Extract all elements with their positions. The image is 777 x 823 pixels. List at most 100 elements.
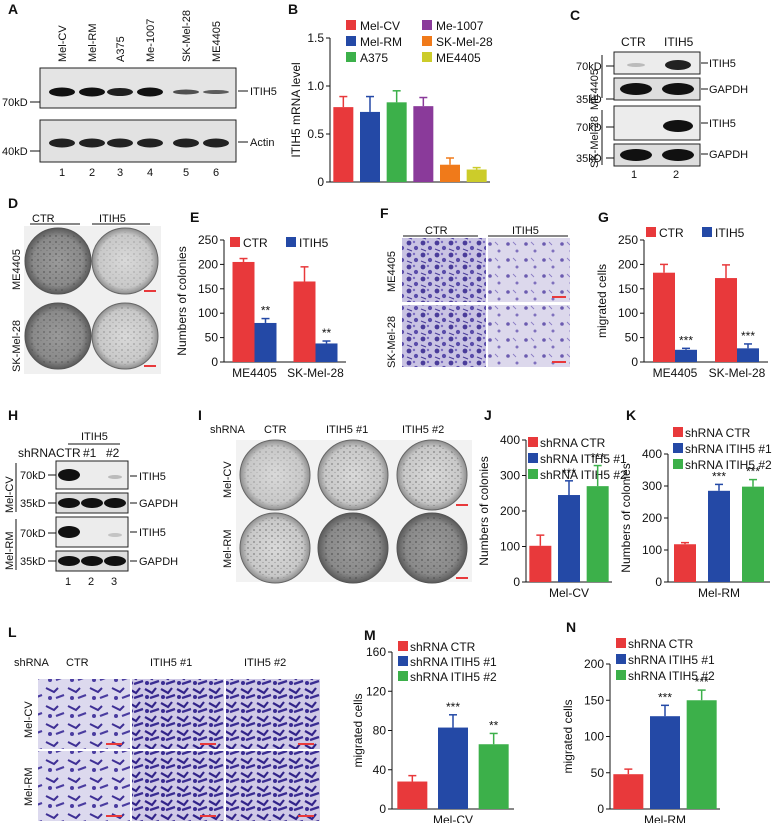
y-axis-label: migrated cells [351,693,365,767]
lane-label-a: A375 [115,36,127,62]
band-itih5-a [137,87,163,97]
chart-k: 0 100 200 300 400 Numbers of colonies Mel-RM sh… [619,426,772,600]
mw-h-4: 35kD [20,556,46,568]
panel-label-g: G [598,209,609,225]
row-label-l-2: Mel-RM [23,768,35,807]
legend-label: shRNA ITIH5 #2 [410,670,497,684]
y-tick-label: 100 [198,306,218,320]
mw-c-4: 35kD [576,153,602,165]
mw-h-1: 70kD [20,470,46,482]
transwell-f-1 [402,238,486,302]
y-tick-label: 200 [584,657,604,671]
bar [529,545,552,582]
bar [386,102,407,182]
panel-k: K 0 100 200 300 400 Numbers of colonies Mel-RM… [619,407,772,600]
y-tick-label: 200 [642,511,662,525]
bar [478,744,509,809]
bar [466,169,487,182]
col-label-c-itih5: ITIH5 [664,35,694,49]
col-label-i-1: CTR [264,424,287,436]
legend-swatch-b [422,36,432,46]
x-axis-label: Mel-RM [698,586,740,600]
shrna-label-h: shRNA [18,446,56,460]
protein-h-1: ITIH5 [139,471,166,483]
transwell-l-3 [226,679,320,749]
chart-m: 0 40 80 120 160 migrated cells Mel-CV shRNA CTR… [351,640,514,823]
panel-label-a: A [8,1,18,17]
legend-label: shRNA ITIH5 #1 [685,442,772,456]
protein-label-a-2: Actin [250,137,274,149]
legend-swatch [673,443,683,453]
significance-mark: *** [658,690,672,704]
shrna-label-i: shRNA [210,424,246,436]
bar [254,322,277,362]
y-tick-label: 50 [205,331,219,345]
legend-swatch [528,469,538,479]
bar [742,486,764,582]
y-axis-label: Numbers of colonies [619,463,633,572]
y-tick-label: 100 [618,306,638,320]
lane-label-a: Mel-RM [87,24,99,63]
lane-label-a: ME4405 [211,21,223,62]
legend-swatch [528,453,538,463]
x-tick-label: SK-Mel-28 [709,366,766,380]
mw-c-1: 70kD [576,61,602,73]
protein-c-2: GAPDH [709,84,748,96]
lane-number-a: 4 [147,167,153,179]
y-axis-label: Numbers of colonies [477,456,491,565]
group-label-h: ITIH5 [81,431,108,443]
legend-label: shRNA ITIH5 #1 [540,452,627,466]
panel-label-k: K [626,407,636,423]
y-axis-label: Numbers of colonies [175,246,189,355]
bar [440,164,460,182]
bar [293,281,316,362]
protein-label-a-1: ITIH5 [250,86,277,98]
legend-swatch [528,437,538,447]
row-label-i-1: Mel-CV [222,461,234,498]
transwell-f-3 [402,305,486,367]
transwell-l-1 [38,679,130,749]
panel-d: D CTR ITIH5 ME4405 SK-Mel-28 [8,195,161,374]
band-itih5-a [49,87,75,97]
bar [232,261,255,362]
y-tick-label: 150 [618,282,638,296]
y-tick-label: 1.0 [307,79,324,93]
col-label-i-3: ITIH5 #2 [402,424,444,436]
legend-swatch [398,671,408,681]
chart-n: 0 50 100 150 200 migrated cells Mel-RM shRNA CT… [561,637,720,823]
legend-label: shRNA CTR [685,426,751,440]
band-actin-a [173,138,199,148]
y-tick-label: 250 [618,233,638,247]
legend-label: shRNA ITIH5 #1 [628,653,715,667]
panel-h: H ITIH5 shRNA CTR #1 #2 Mel-CV Mel-RM 70… [4,407,178,588]
y-tick-label: 0 [211,355,218,369]
cell-line-h-2: Mel-RM [4,532,16,571]
chart-g: 0 50 100 150 200 250 migrated cells ME4405 SK-Me… [595,226,768,380]
band-itih5-a [107,87,133,97]
y-tick-label: 0.5 [307,127,324,141]
lane-number-a: 3 [117,167,123,179]
chart-e: 0 50 100 150 200 250 Numbers of colonies ME4405… [175,233,346,380]
bar [686,700,717,809]
legend-swatch [616,670,626,680]
row-label-d-1: ME4405 [11,249,23,290]
y-tick-label: 100 [584,730,604,744]
bar [438,727,468,809]
lane-num-c-2: 2 [673,169,679,181]
mw-c-3: 70kD [576,122,602,134]
band-actin-a [203,138,229,148]
col-label-l-3: ITIH5 #2 [244,657,286,669]
legend-label: shRNA CTR [410,640,476,654]
col-label-i-2: ITIH5 #1 [326,424,368,436]
y-tick-label: 1.5 [307,31,324,45]
bar [708,490,730,582]
col-label-f-ctr: CTR [425,225,448,237]
legend-label-b: A375 [360,51,388,65]
protein-c-3: ITIH5 [709,118,736,130]
y-tick-label: 0 [631,355,638,369]
legend-label: CTR [659,226,684,240]
panel-label-d: D [8,195,18,211]
col-label-l-2: ITIH5 #1 [150,657,192,669]
bar [653,272,675,362]
legend-swatch [616,638,626,648]
